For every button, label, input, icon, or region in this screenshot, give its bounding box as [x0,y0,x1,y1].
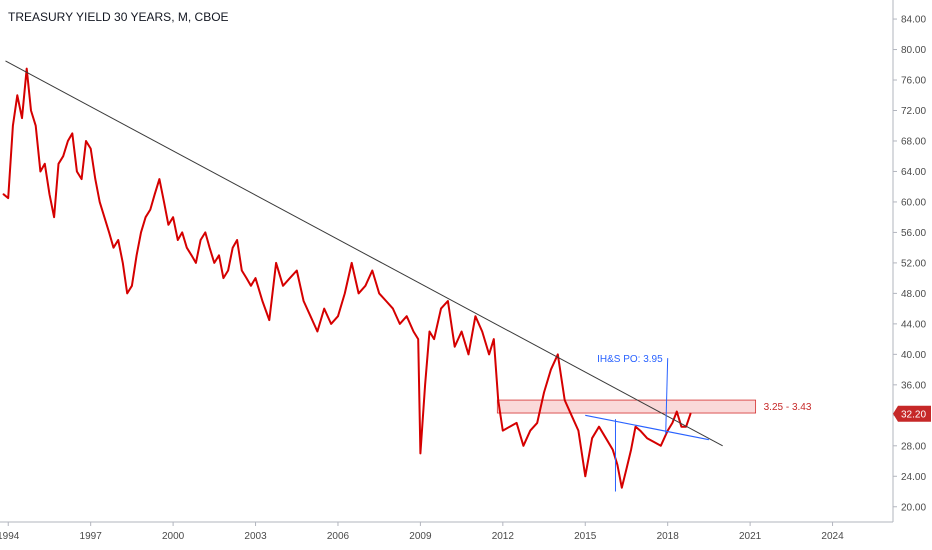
y-tick-label: 68.00 [901,136,926,147]
x-tick-label: 2015 [574,531,597,542]
x-tick-label: 2003 [244,531,267,542]
trendline [5,60,723,447]
zone-layer: 3.25 - 3.43 [496,399,812,414]
y-tick-label: 40.00 [901,350,926,361]
x-tick-label: 2009 [409,531,432,542]
line-layer [2,67,692,489]
x-tick-label: 1997 [80,531,103,542]
y-tick-label: 72.00 [901,106,926,117]
price-objective-label: IH&S PO: 3.95 [597,354,663,365]
y-tick-label: 76.00 [901,76,926,87]
y-tick-label: 48.00 [901,289,926,300]
price-objective-line [665,358,669,435]
y-tick-label: 64.00 [901,167,926,178]
x-tick-label: 1994 [0,531,20,542]
y-tick-label: 84.00 [901,15,926,26]
y-tick-label: 56.00 [901,228,926,239]
y-tick-label: 80.00 [901,45,926,56]
last-price-tag-label: 32.20 [901,409,926,420]
y-tick-label: 52.00 [901,258,926,269]
x-tick-label: 2021 [739,531,762,542]
x-tick-label: 2024 [821,531,844,542]
last-price-tag-bg [893,405,931,422]
annotation-layer: IH&S PO: 3.95 [5,60,723,492]
y-tick-label: 60.00 [901,197,926,208]
chart-title: TREASURY YIELD 30 YEARS, M, CBOE [8,10,229,24]
neckline [585,414,710,441]
x-tick-label: 2006 [327,531,350,542]
series-line [2,67,692,489]
y-tick-label: 36.00 [901,380,926,391]
last-price-tag: 32.20 [893,405,931,422]
x-tick-label: 2000 [162,531,185,542]
x-tick-label: 2018 [657,531,680,542]
y-tick-label: 44.00 [901,319,926,330]
x-tick-label: 2012 [492,531,515,542]
resistance-zone-label: 3.25 - 3.43 [764,402,812,413]
y-tick-label: 20.00 [901,502,926,513]
resistance-zone [496,399,757,414]
y-tick-label: 28.00 [901,441,926,452]
y-tick-label: 24.00 [901,472,926,483]
